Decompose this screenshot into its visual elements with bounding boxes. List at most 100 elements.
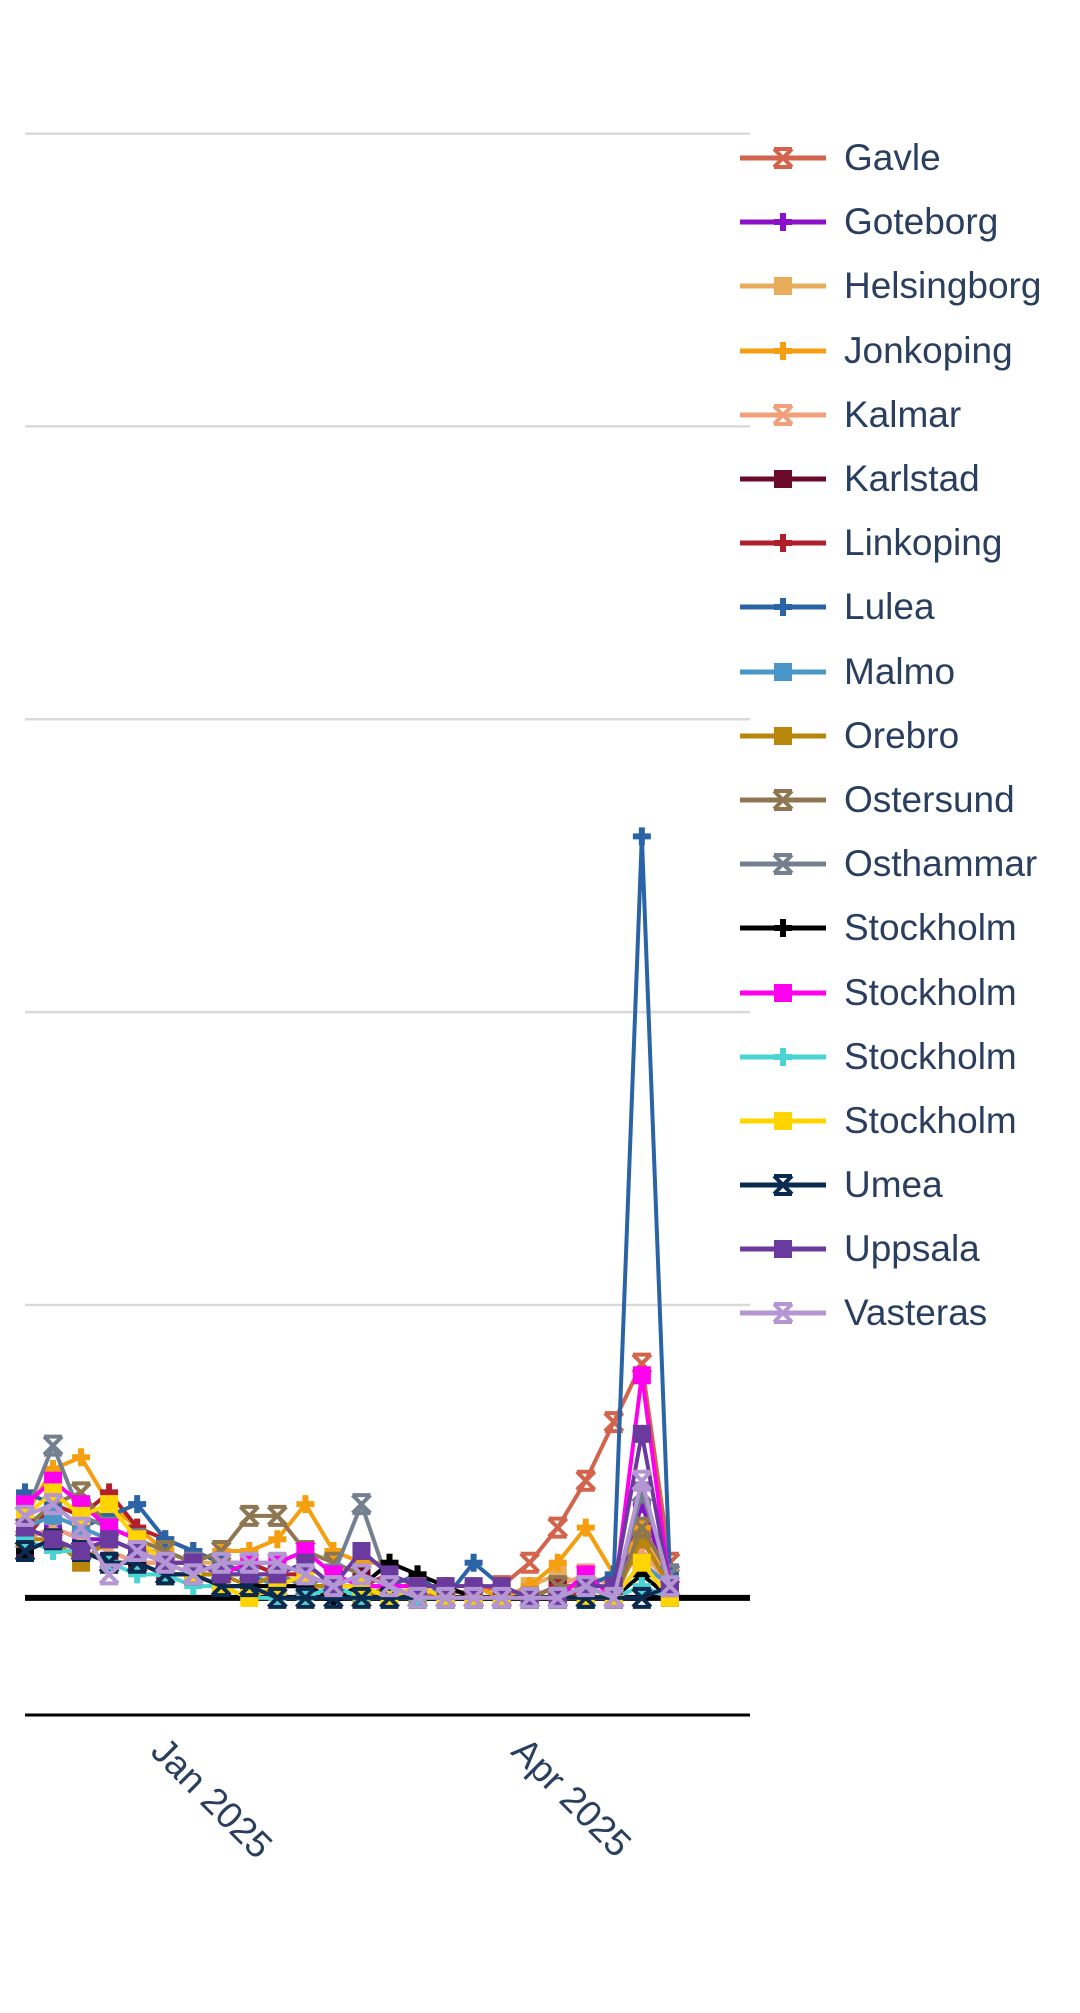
legend-swatch-icon [740, 213, 826, 232]
legend-swatch-icon [740, 1240, 826, 1259]
legend-label: Uppsala [844, 1228, 980, 1270]
data-point [98, 1540, 120, 1562]
legend-item[interactable]: Goteborg [738, 190, 1080, 254]
data-point [575, 1586, 597, 1609]
legend-item[interactable]: Stockholm [738, 896, 1080, 960]
data-point [154, 1563, 176, 1586]
legend-swatch-icon [740, 470, 826, 489]
data-point [352, 1553, 371, 1572]
legend-label: Jonkoping [844, 329, 1013, 371]
legend-item[interactable]: Vasteras [738, 1281, 1080, 1345]
data-point [266, 1551, 288, 1574]
legend-item[interactable]: Malmo [738, 640, 1080, 704]
legend-swatch-icon [740, 1174, 826, 1197]
data-point [42, 1434, 64, 1457]
legend-swatch-icon [740, 341, 826, 360]
data-point [16, 1530, 34, 1549]
legend-item[interactable]: Umea [738, 1153, 1080, 1217]
data-point [774, 534, 792, 553]
data-point [44, 1460, 63, 1478]
x-axis-ticks: Jan 2025 Apr 2025 [144, 1730, 640, 1867]
data-point [98, 1551, 120, 1574]
data-point [351, 1493, 372, 1516]
legend-item[interactable]: Linkoping [738, 511, 1080, 575]
data-point [774, 341, 792, 360]
series-line [24, 834, 672, 1600]
data-point [774, 277, 792, 296]
data-point [774, 983, 792, 1002]
data-point [772, 788, 794, 811]
legend-label: Linkoping [844, 522, 1003, 564]
legend-label: Stockholm [844, 907, 1017, 949]
legend-label: Orebro [844, 714, 960, 756]
legend-item[interactable]: Lulea [738, 575, 1080, 639]
data-point [14, 1504, 36, 1527]
data-point [210, 1575, 232, 1598]
legend-swatch-icon [740, 662, 826, 681]
series-layer [14, 827, 681, 1609]
legend-label: Vasteras [844, 1292, 988, 1334]
data-point [98, 1563, 120, 1586]
legend-item[interactable]: Helsingborg [738, 254, 1080, 318]
data-point [632, 1553, 651, 1572]
data-point [266, 1586, 288, 1609]
data-point [547, 1586, 569, 1609]
legend-item[interactable]: Stockholm [738, 1025, 1080, 1089]
data-point [774, 726, 792, 745]
data-point [238, 1575, 260, 1598]
data-point [548, 1553, 567, 1572]
legend-swatch-icon [740, 919, 826, 938]
data-point [14, 1540, 36, 1562]
legend-item[interactable]: Stockholm [738, 1089, 1080, 1153]
data-point [772, 1174, 794, 1197]
data-point [774, 1111, 792, 1130]
data-point [547, 1516, 569, 1539]
legend-swatch-icon [740, 1047, 826, 1066]
data-point [380, 1553, 399, 1572]
legend-item[interactable]: Orebro [738, 704, 1080, 768]
data-point [70, 1528, 92, 1551]
data-point [631, 1586, 653, 1609]
data-point [631, 1516, 653, 1539]
legend-label: Ostersund [844, 778, 1015, 820]
legend-item[interactable]: Ostersund [738, 768, 1080, 832]
data-point [631, 1540, 653, 1562]
data-point [659, 1575, 681, 1598]
data-point [632, 827, 651, 846]
data-point [266, 1504, 288, 1527]
legend-swatch-icon [740, 726, 826, 745]
data-point [296, 1495, 315, 1514]
data-point [772, 853, 794, 876]
data-point [323, 1551, 344, 1574]
data-point [774, 662, 792, 681]
data-point [128, 1565, 147, 1584]
legend-item[interactable]: Kalmar [738, 383, 1080, 447]
series-line [23, 1455, 672, 1600]
data-point [100, 1506, 119, 1525]
data-point [42, 1493, 64, 1516]
data-point [379, 1586, 400, 1609]
data-point [379, 1575, 400, 1598]
data-point [184, 1542, 203, 1560]
legend-item[interactable]: Gavle [738, 126, 1080, 190]
data-point [210, 1540, 232, 1562]
legend-swatch-icon [740, 1302, 826, 1325]
data-point [70, 1516, 92, 1539]
data-point [772, 147, 794, 170]
data-point [100, 1483, 119, 1502]
data-point [491, 1586, 513, 1609]
legend-label: Helsingborg [844, 265, 1042, 307]
legend-item[interactable]: Uppsala [738, 1217, 1080, 1281]
legend-item[interactable]: Jonkoping [738, 319, 1080, 383]
data-point [631, 1352, 653, 1375]
legend-item[interactable]: Osthammar [738, 832, 1080, 896]
data-point [774, 919, 792, 938]
legend-label: Gavle [844, 137, 941, 179]
data-point [632, 1577, 651, 1596]
legend-item[interactable]: Karlstad [738, 447, 1080, 511]
data-point [774, 1240, 792, 1259]
legend-item[interactable]: Stockholm [738, 960, 1080, 1024]
data-point [323, 1586, 344, 1609]
data-point [182, 1563, 204, 1586]
legend-swatch-icon [740, 788, 826, 811]
